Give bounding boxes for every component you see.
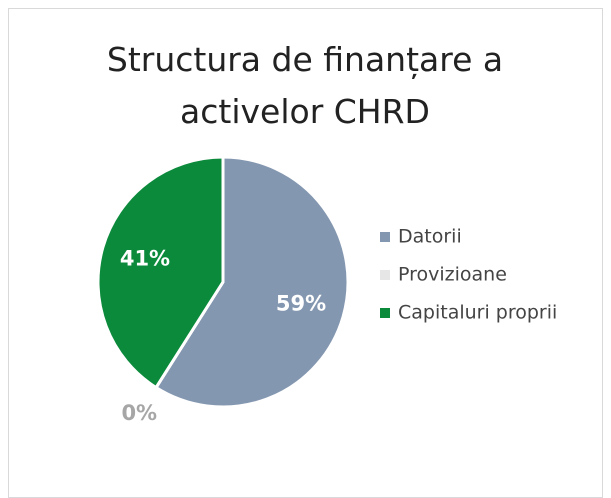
- pie-slice: [96, 155, 225, 390]
- legend-swatch: [380, 232, 390, 242]
- data-label: 0%: [121, 401, 157, 425]
- data-label: 41%: [120, 246, 170, 270]
- data-label: 59%: [276, 292, 326, 316]
- pie-slice: [153, 155, 350, 409]
- legend-swatch: [380, 270, 390, 280]
- page: Structura de finanțare a activelor CHRD …: [8, 8, 603, 498]
- chart-title: Structura de finanțare a activelor CHRD: [106, 40, 504, 131]
- legend-swatch: [380, 308, 390, 318]
- legend-label: Capitaluri proprii: [398, 302, 557, 324]
- legend-label: Datorii: [398, 226, 462, 248]
- legend-label: Provizioane: [398, 264, 507, 286]
- chart: 59% 0% 41% Datorii Provizioane Capitaluri pro…: [96, 155, 557, 425]
